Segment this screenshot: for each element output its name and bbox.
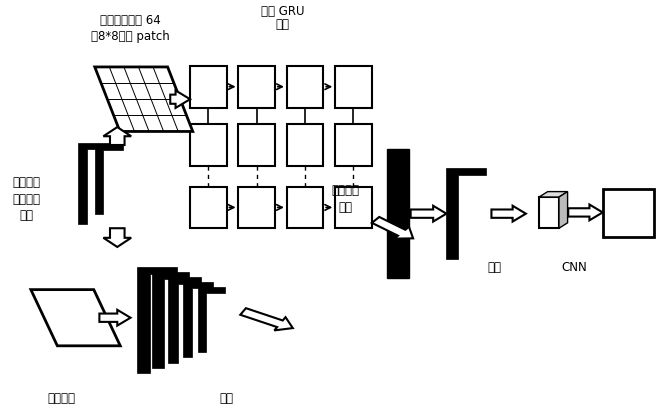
Text: 两层卷积: 两层卷积 [13,176,41,189]
Text: CNN: CNN [561,261,587,274]
Text: 特征图分割成 64: 特征图分割成 64 [100,14,161,27]
Polygon shape [559,191,568,228]
Bar [539,197,559,228]
Bar [239,66,275,108]
Bar [190,124,227,166]
Text: 网络: 网络 [276,18,290,31]
Bar [387,149,409,278]
Polygon shape [168,277,201,363]
Bar [287,124,323,166]
Polygon shape [99,310,130,326]
Text: 输入图片: 输入图片 [47,392,75,405]
Polygon shape [372,217,413,239]
Polygon shape [183,282,213,357]
Bar [190,66,227,108]
Text: 特征融合: 特征融合 [332,184,360,197]
Bar [335,124,372,166]
Polygon shape [103,127,131,145]
Polygon shape [103,228,131,247]
Bar [602,189,654,237]
Text: 解码: 解码 [487,261,502,274]
Polygon shape [78,143,109,224]
Polygon shape [152,272,189,367]
Polygon shape [170,91,190,108]
Text: （8*8）个 patch: （8*8）个 patch [91,30,170,43]
Polygon shape [240,308,293,331]
Text: 编码: 编码 [219,392,233,405]
Bar [239,124,275,166]
Bar [239,186,275,228]
Bar [287,66,323,108]
Polygon shape [137,266,177,372]
Polygon shape [411,206,446,222]
Polygon shape [31,290,120,346]
Polygon shape [569,204,602,220]
Bar [190,186,227,228]
Polygon shape [94,67,193,132]
Polygon shape [198,287,225,352]
Text: 模型: 模型 [338,201,352,214]
Polygon shape [446,168,486,259]
Text: 提取低级: 提取低级 [13,193,41,206]
Bar [335,186,372,228]
Text: 输出: 输出 [634,199,648,212]
Text: 四层 GRU: 四层 GRU [261,5,305,18]
Bar [335,66,372,108]
Polygon shape [539,191,568,197]
Polygon shape [491,206,526,222]
Polygon shape [95,145,123,214]
Text: 特征: 特征 [19,209,33,222]
Bar [287,186,323,228]
